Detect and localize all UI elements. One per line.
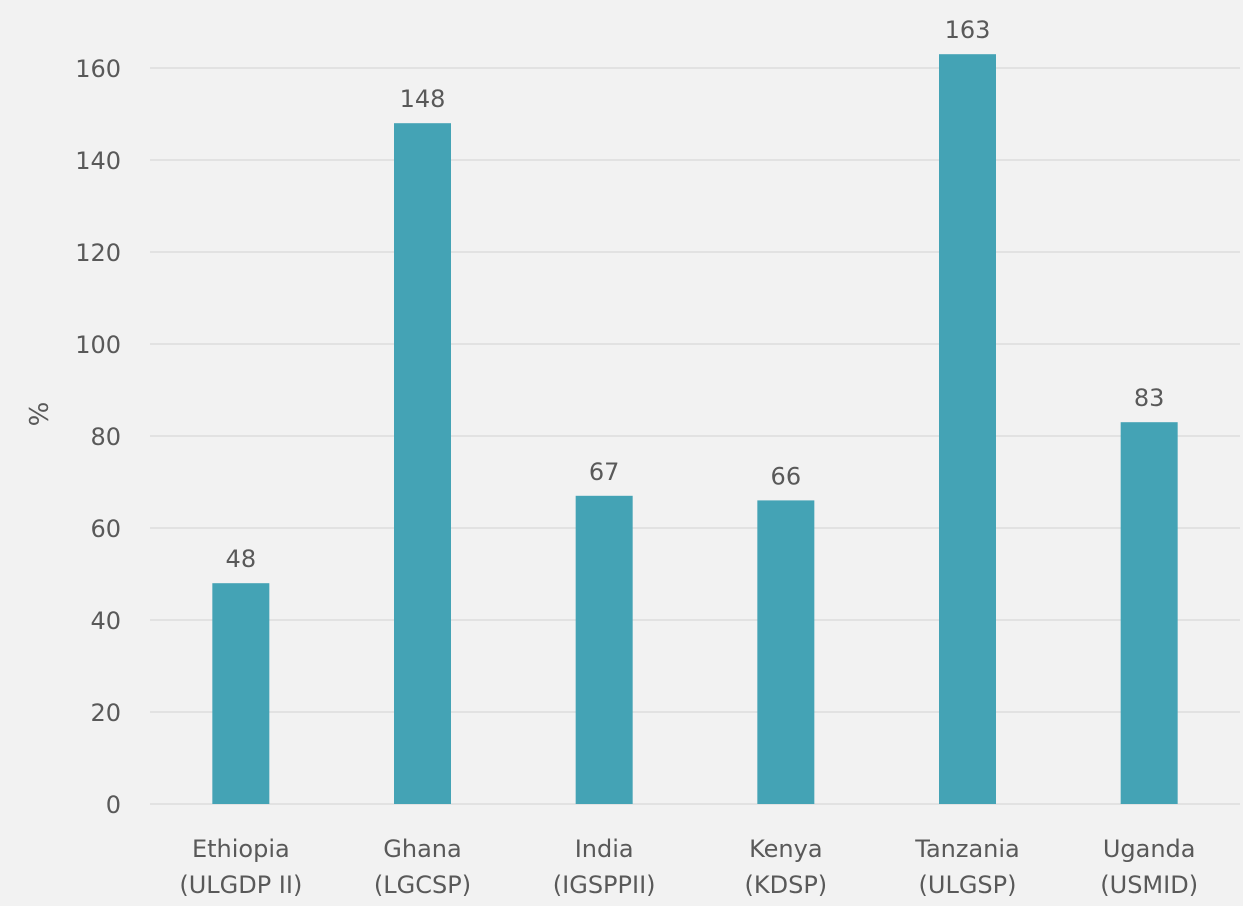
data-label: 66 (771, 462, 802, 490)
y-tick-label: 40 (90, 607, 121, 635)
x-tick-label: (KDSP) (745, 871, 828, 899)
y-tick-label: 100 (75, 331, 121, 359)
data-label: 67 (589, 458, 620, 486)
y-axis-tick-labels: 0 20 40 60 80 100 120 140 160 (75, 55, 121, 819)
bar (1120, 422, 1178, 804)
data-label: 148 (400, 85, 446, 113)
x-tick-label: (IGSPPII) (553, 871, 656, 899)
data-label: 48 (226, 545, 257, 573)
x-tick-label: (LGCSP) (374, 871, 471, 899)
x-tick-label: India (575, 835, 634, 863)
x-tick-label: Kenya (749, 835, 822, 863)
bar (394, 123, 451, 804)
y-tick-label: 20 (90, 699, 121, 727)
data-labels: 48 148 67 66 163 83 (226, 16, 1165, 573)
bar (575, 495, 633, 804)
x-tick-label: (ULGDP II) (179, 871, 302, 899)
x-tick-label: (USMID) (1100, 871, 1198, 899)
y-tick-label: 160 (75, 55, 121, 83)
y-tick-label: 60 (90, 515, 121, 543)
bar (757, 500, 815, 804)
x-tick-label: Ghana (383, 835, 461, 863)
x-axis-tick-labels: Ethiopia (ULGDP II) Ghana (LGCSP) India (IGSP… (179, 835, 1198, 899)
x-tick-label: Uganda (1103, 835, 1196, 863)
bar (939, 54, 996, 804)
data-label: 163 (945, 16, 991, 44)
y-tick-label: 140 (75, 147, 121, 175)
y-tick-label: 120 (75, 239, 121, 267)
y-tick-label: 80 (90, 423, 121, 451)
x-tick-label: (ULGSP) (919, 871, 1017, 899)
gridlines (150, 67, 1240, 805)
y-axis-label: % (25, 402, 55, 427)
x-tick-label: Tanzania (914, 835, 1020, 863)
bar (212, 583, 270, 804)
y-tick-label: 0 (106, 791, 121, 819)
x-tick-label: Ethiopia (192, 835, 290, 863)
data-label: 83 (1134, 384, 1165, 412)
bars (212, 54, 1178, 804)
